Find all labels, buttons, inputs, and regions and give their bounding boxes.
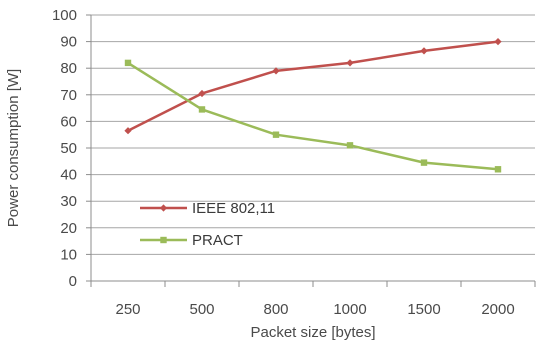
series-ieee-802-11 bbox=[124, 38, 502, 135]
data-point bbox=[198, 106, 206, 113]
axes bbox=[86, 14, 536, 287]
x-tick-labels: 250 500 800 1000 1500 2000 bbox=[115, 301, 514, 318]
x-tick-label: 500 bbox=[189, 301, 214, 318]
y-tick-label: 50 bbox=[60, 140, 77, 157]
data-point bbox=[420, 47, 428, 55]
x-tick-label: 250 bbox=[115, 301, 140, 318]
series-pract bbox=[124, 59, 502, 173]
series-line-pract bbox=[126, 61, 500, 171]
y-tick-label: 0 bbox=[69, 273, 77, 290]
data-point bbox=[124, 127, 132, 135]
legend: IEEE 802,11 PRACT bbox=[140, 200, 275, 249]
series-lines bbox=[124, 38, 502, 173]
legend-item-pract: PRACT bbox=[140, 232, 243, 249]
y-tick-label: 100 bbox=[52, 7, 77, 24]
legend-swatch-marker bbox=[159, 204, 168, 212]
data-point bbox=[272, 67, 280, 75]
data-point bbox=[198, 89, 206, 98]
data-point bbox=[494, 38, 502, 46]
legend-label: PRACT bbox=[192, 232, 243, 249]
y-tick-label: 70 bbox=[60, 87, 77, 104]
x-tick-label: 800 bbox=[263, 301, 288, 318]
x-tick-label: 1000 bbox=[333, 301, 366, 318]
y-tick-labels: 0 10 20 30 40 50 60 70 80 90 100 bbox=[52, 7, 77, 290]
legend-item-ieee-802-11: IEEE 802,11 bbox=[140, 200, 275, 217]
y-tick-label: 80 bbox=[60, 60, 77, 77]
y-tick-label: 10 bbox=[60, 246, 77, 263]
legend-label: IEEE 802,11 bbox=[192, 200, 275, 217]
y-tick-label: 40 bbox=[60, 167, 77, 184]
gridlines bbox=[91, 14, 535, 255]
data-point bbox=[124, 59, 132, 67]
y-tick-label: 90 bbox=[60, 34, 77, 51]
y-tick-label: 60 bbox=[60, 113, 77, 130]
y-tick-label: 30 bbox=[60, 193, 77, 210]
x-axis-title: Packet size [bytes] bbox=[250, 324, 375, 341]
data-point bbox=[494, 166, 502, 173]
legend-swatch-marker bbox=[160, 236, 167, 244]
x-tick-label: 1500 bbox=[407, 301, 440, 318]
data-point bbox=[420, 159, 428, 166]
data-point bbox=[272, 131, 280, 138]
y-tick-label: 20 bbox=[60, 220, 77, 237]
y-axis-title: Power consumption [W] bbox=[5, 69, 22, 227]
data-point bbox=[346, 142, 354, 149]
x-tick-label: 2000 bbox=[481, 301, 514, 318]
series-line-ieee-802-11 bbox=[126, 40, 500, 132]
data-point bbox=[346, 59, 354, 67]
